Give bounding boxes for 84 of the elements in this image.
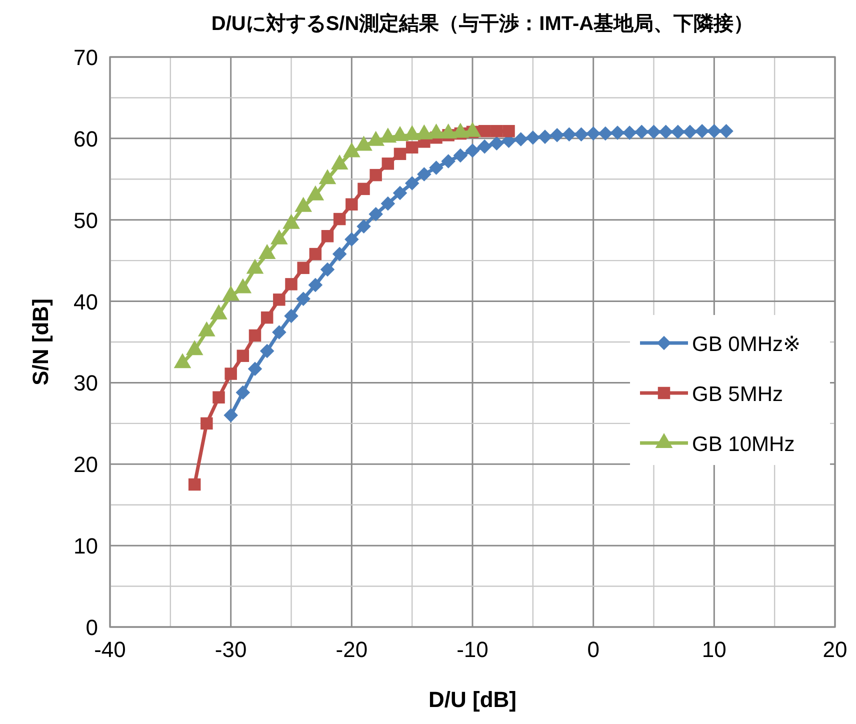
point <box>273 294 286 306</box>
y-tick-label: 40 <box>74 289 98 314</box>
point <box>550 128 564 142</box>
point <box>646 124 661 140</box>
point <box>670 124 686 140</box>
point <box>574 127 588 142</box>
point <box>236 350 250 362</box>
point <box>682 124 698 140</box>
point <box>404 176 420 190</box>
y-tick-label: 10 <box>74 534 98 559</box>
point <box>320 262 335 277</box>
chart-title: D/Uに対するS/N測定結果（与干渉：IMT-A基地局、下隣接） <box>211 12 754 35</box>
point <box>284 308 298 324</box>
point <box>598 126 613 141</box>
point <box>502 124 515 138</box>
point <box>224 368 237 380</box>
point <box>236 385 250 400</box>
point <box>370 168 382 182</box>
point <box>248 362 262 376</box>
point <box>490 136 504 150</box>
x-tick-label: 0 <box>587 637 600 662</box>
point <box>406 141 418 154</box>
point <box>344 232 359 247</box>
y-tick-label: 70 <box>74 45 98 70</box>
y-tick-label: 20 <box>74 452 98 478</box>
y-tick-label: 30 <box>74 370 98 396</box>
point <box>380 196 396 211</box>
point <box>368 207 383 222</box>
legend-label: GB 0MHz※ <box>692 333 801 356</box>
point <box>248 329 262 342</box>
point <box>477 139 492 154</box>
point <box>346 198 358 211</box>
point <box>429 160 444 175</box>
point <box>417 167 432 182</box>
point <box>272 325 286 340</box>
point <box>333 212 346 226</box>
point <box>562 127 576 142</box>
point <box>634 124 649 140</box>
point <box>465 144 480 158</box>
x-tick-label: -40 <box>94 637 126 662</box>
point <box>478 124 491 138</box>
point <box>622 126 637 140</box>
point <box>658 124 673 140</box>
x-axis-title: D/U [dB] <box>428 687 516 712</box>
point <box>321 230 334 242</box>
x-tick-label: 20 <box>822 637 848 662</box>
point <box>188 478 201 491</box>
point <box>332 246 347 262</box>
point <box>394 148 406 160</box>
point <box>212 391 225 404</box>
x-tick-label: -20 <box>336 637 368 662</box>
point <box>297 262 310 274</box>
point <box>285 278 298 290</box>
y-axis-title: S/N [dB] <box>28 298 53 386</box>
point <box>490 124 503 138</box>
point <box>694 124 710 138</box>
point <box>610 126 625 140</box>
point <box>200 417 213 430</box>
point <box>392 186 408 200</box>
point <box>356 219 371 234</box>
point <box>441 154 456 168</box>
point <box>514 132 528 146</box>
point <box>526 130 540 145</box>
x-tick-label: -30 <box>214 637 247 662</box>
y-tick-label: 0 <box>86 615 98 640</box>
y-tick-label: 60 <box>74 126 98 152</box>
point <box>538 130 552 144</box>
point <box>453 148 468 163</box>
point <box>382 158 394 170</box>
point <box>707 124 722 138</box>
point <box>308 278 323 292</box>
x-tick-label: -10 <box>456 637 488 662</box>
legend-label: GB 10MHz <box>692 433 795 456</box>
x-tick-label: 10 <box>702 637 726 662</box>
point <box>260 344 274 358</box>
point <box>224 408 238 422</box>
y-tick-label: 50 <box>74 208 98 233</box>
point <box>719 124 734 138</box>
point <box>296 292 310 306</box>
legend-label: GB 5MHz <box>692 383 784 406</box>
point <box>358 182 370 196</box>
point <box>586 126 600 141</box>
point <box>260 311 274 324</box>
point <box>309 248 322 260</box>
